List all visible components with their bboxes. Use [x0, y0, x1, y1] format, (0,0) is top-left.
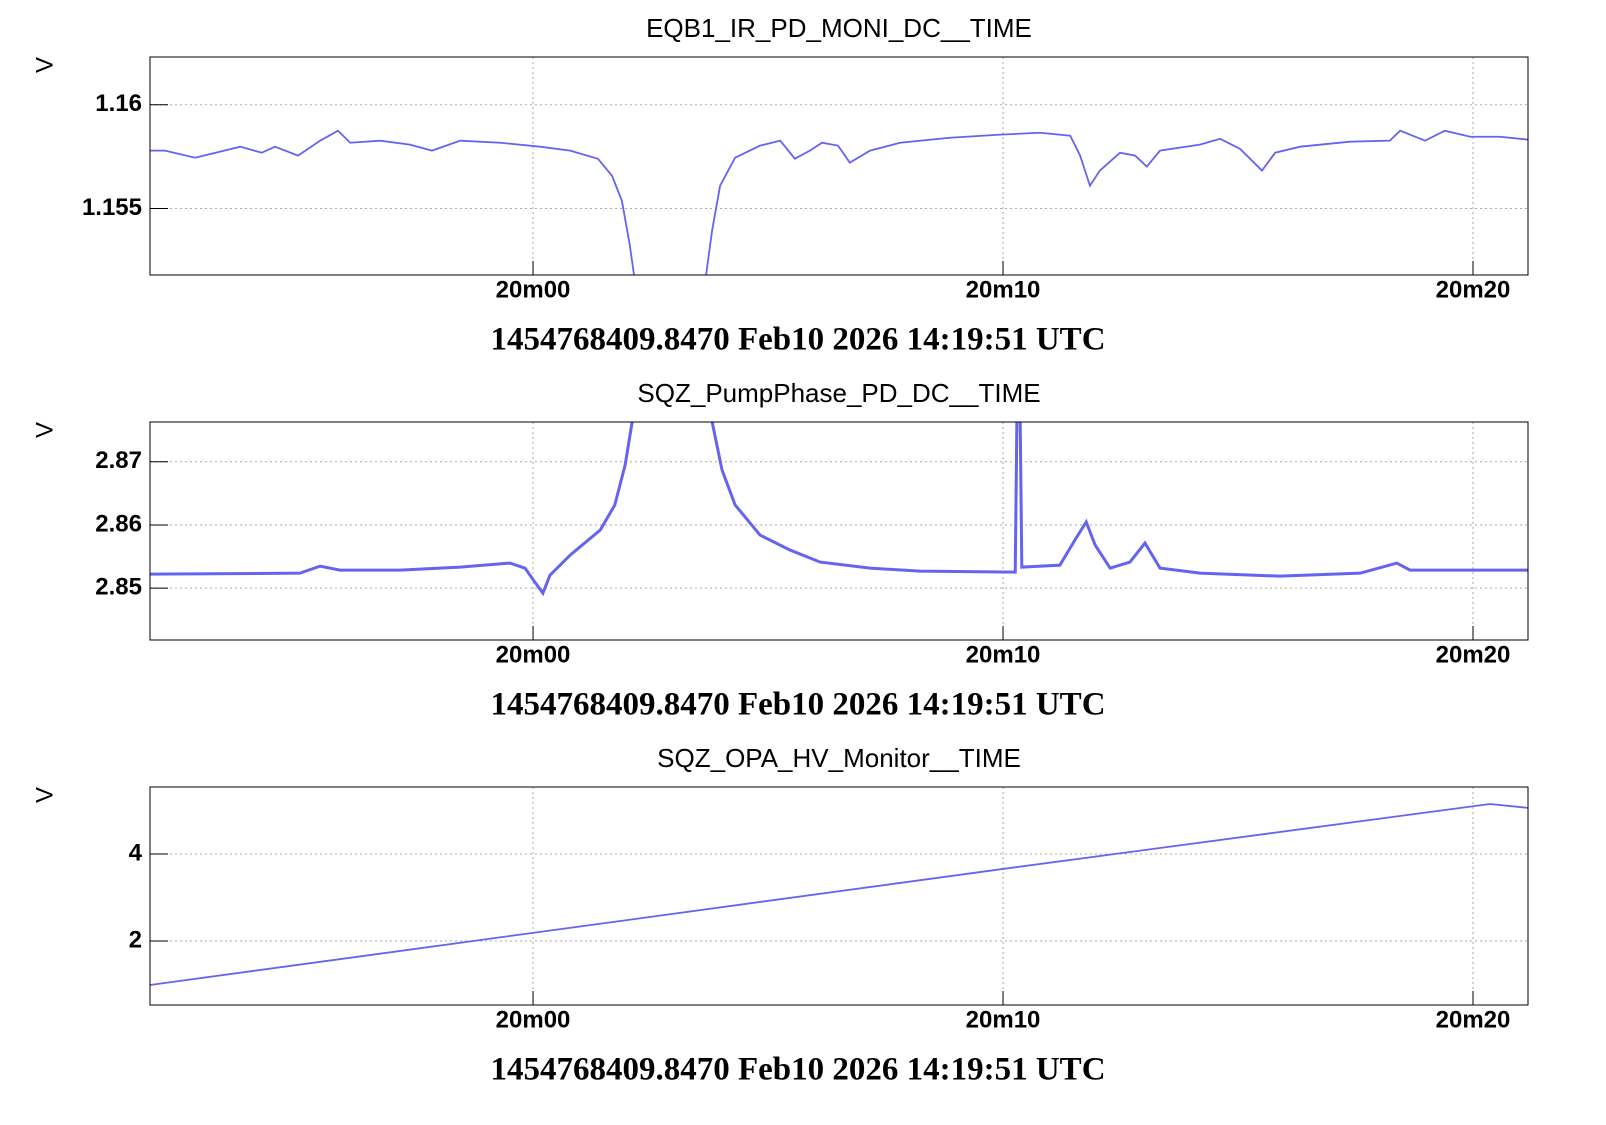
data-line — [150, 803, 1528, 986]
y-tick-label: 1.155 — [82, 194, 142, 221]
y-axis-title: V — [31, 57, 58, 73]
x-tick-label: 20m20 — [1436, 641, 1511, 668]
x-tick-label: 20m10 — [966, 641, 1041, 668]
plot-frame — [149, 421, 1529, 641]
x-tick-label: 20m20 — [1436, 1006, 1511, 1033]
x-tick-label: 20m00 — [496, 276, 571, 303]
y-axis-title: V — [31, 787, 58, 803]
x-axis-title: 1454768409.8470 Feb10 2026 14:19:51 UTC — [490, 322, 1105, 358]
plot-frame — [149, 56, 1529, 276]
chart-title: SQZ_OPA_HV_Monitor__TIME — [657, 743, 1021, 773]
y-tick-label: 1.16 — [95, 90, 142, 117]
x-tick-label: 20m00 — [496, 641, 571, 668]
plot-frame — [149, 786, 1529, 1006]
y-axis-title: V — [31, 422, 58, 438]
y-tick-label: 2.85 — [95, 574, 142, 601]
x-axis-title: 1454768409.8470 Feb10 2026 14:19:51 UTC — [490, 687, 1105, 723]
data-line — [150, 422, 1528, 597]
x-tick-label: 20m10 — [966, 276, 1041, 303]
y-tick-label: 2.86 — [95, 510, 142, 537]
y-tick-label: 2 — [129, 926, 142, 953]
data-line — [150, 129, 1528, 275]
y-tick-label: 2.87 — [95, 447, 142, 474]
x-tick-label: 20m20 — [1436, 276, 1511, 303]
y-tick-label: 4 — [129, 839, 143, 866]
chart-title: EQB1_IR_PD_MONI_DC__TIME — [646, 13, 1032, 43]
x-axis-title: 1454768409.8470 Feb10 2026 14:19:51 UTC — [490, 1052, 1105, 1088]
x-tick-label: 20m00 — [496, 1006, 571, 1033]
x-tick-label: 20m10 — [966, 1006, 1041, 1033]
chart-title: SQZ_PumpPhase_PD_DC__TIME — [637, 378, 1040, 408]
